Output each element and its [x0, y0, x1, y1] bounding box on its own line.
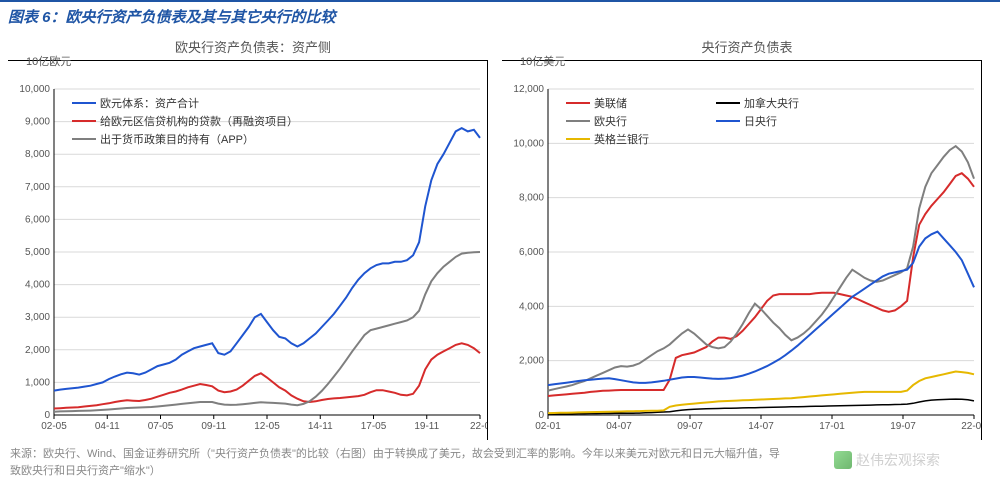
svg-text:英格兰银行: 英格兰银行 [594, 132, 649, 146]
left-chart-title: 欧央行资产负债表：资产侧 [8, 37, 498, 56]
svg-text:02-01: 02-01 [535, 421, 561, 432]
left-y-unit: 10亿欧元 [26, 53, 71, 69]
svg-text:2,000: 2,000 [519, 356, 544, 367]
wechat-icon [834, 451, 852, 469]
svg-text:加拿大央行: 加拿大央行 [744, 96, 799, 110]
svg-text:欧元体系：资产合计: 欧元体系：资产合计 [100, 96, 199, 110]
right-chart-title: 央行资产负债表 [502, 37, 992, 56]
right-chart: 央行资产负债表 10亿美元 0 2,000 4,000 6,000 8,000 10,00… [502, 35, 992, 440]
svg-text:09-07: 09-07 [677, 421, 703, 432]
svg-text:04-07: 04-07 [606, 421, 632, 432]
svg-text:07-05: 07-05 [148, 421, 174, 432]
svg-text:8,000: 8,000 [519, 193, 544, 204]
svg-text:6,000: 6,000 [25, 214, 50, 225]
svg-text:02-05: 02-05 [41, 421, 67, 432]
svg-text:19-11: 19-11 [414, 421, 439, 432]
svg-text:欧央行: 欧央行 [594, 115, 627, 128]
svg-text:0: 0 [538, 410, 544, 421]
svg-text:7,000: 7,000 [25, 182, 50, 193]
left-plot-svg: 0 1,000 2,000 3,000 4,000 5,000 6,000 7,000 8,00… [8, 60, 488, 440]
right-y-unit: 10亿美元 [520, 53, 565, 69]
right-plot-svg: 0 2,000 4,000 6,000 8,000 10,000 12,000 02-01 04… [502, 60, 982, 440]
svg-text:5,000: 5,000 [25, 247, 50, 258]
svg-text:14-07: 14-07 [748, 421, 774, 432]
svg-text:美联储: 美联储 [594, 96, 627, 110]
svg-text:0: 0 [44, 410, 50, 421]
figure-title: 图表 6：欧央行资产负债表及其与其它央行的比较 [8, 9, 336, 26]
watermark-text: 赵伟宏观探索 [856, 450, 940, 470]
charts-row: 欧央行资产负债表：资产侧 10亿欧元 0 1,000 2,000 3,000 4,000… [0, 31, 1000, 440]
svg-text:09-11: 09-11 [201, 421, 226, 432]
figure-header: 图表 6：欧央行资产负债表及其与其它央行的比较 [0, 0, 1000, 31]
svg-text:给欧元区信贷机构的贷款（再融资项目）: 给欧元区信贷机构的贷款（再融资项目） [100, 114, 298, 128]
svg-text:10,000: 10,000 [19, 84, 50, 95]
svg-text:6,000: 6,000 [519, 247, 544, 258]
svg-text:4,000: 4,000 [25, 280, 50, 291]
svg-text:2,000: 2,000 [25, 345, 50, 356]
svg-text:1,000: 1,000 [25, 377, 50, 388]
svg-text:12,000: 12,000 [513, 84, 544, 95]
svg-text:12-05: 12-05 [254, 421, 280, 432]
svg-text:9,000: 9,000 [25, 117, 50, 128]
watermark: 赵伟宏观探索 [834, 450, 940, 470]
svg-text:22-01: 22-01 [961, 421, 982, 432]
svg-text:10,000: 10,000 [513, 138, 544, 149]
svg-text:4,000: 4,000 [519, 301, 544, 312]
svg-text:19-07: 19-07 [890, 421, 916, 432]
left-chart: 欧央行资产负债表：资产侧 10亿欧元 0 1,000 2,000 3,000 4,000… [8, 35, 498, 440]
svg-text:22-0: 22-0 [470, 421, 488, 432]
svg-text:14-11: 14-11 [308, 421, 333, 432]
svg-text:8,000: 8,000 [25, 149, 50, 160]
footer-line2: 致欧央行和日央行资产"缩水"） [10, 465, 161, 477]
footer-line1: 来源：欧央行、Wind、国金证券研究所（"央行资产负债表"的比较（右图）由于转换… [10, 448, 780, 460]
svg-text:17-01: 17-01 [819, 421, 845, 432]
svg-text:日央行: 日央行 [744, 115, 777, 128]
svg-text:出于货币政策目的持有（APP）: 出于货币政策目的持有（APP） [100, 132, 254, 146]
svg-text:17-05: 17-05 [361, 421, 387, 432]
svg-text:3,000: 3,000 [25, 312, 50, 323]
svg-text:04-11: 04-11 [95, 421, 120, 432]
